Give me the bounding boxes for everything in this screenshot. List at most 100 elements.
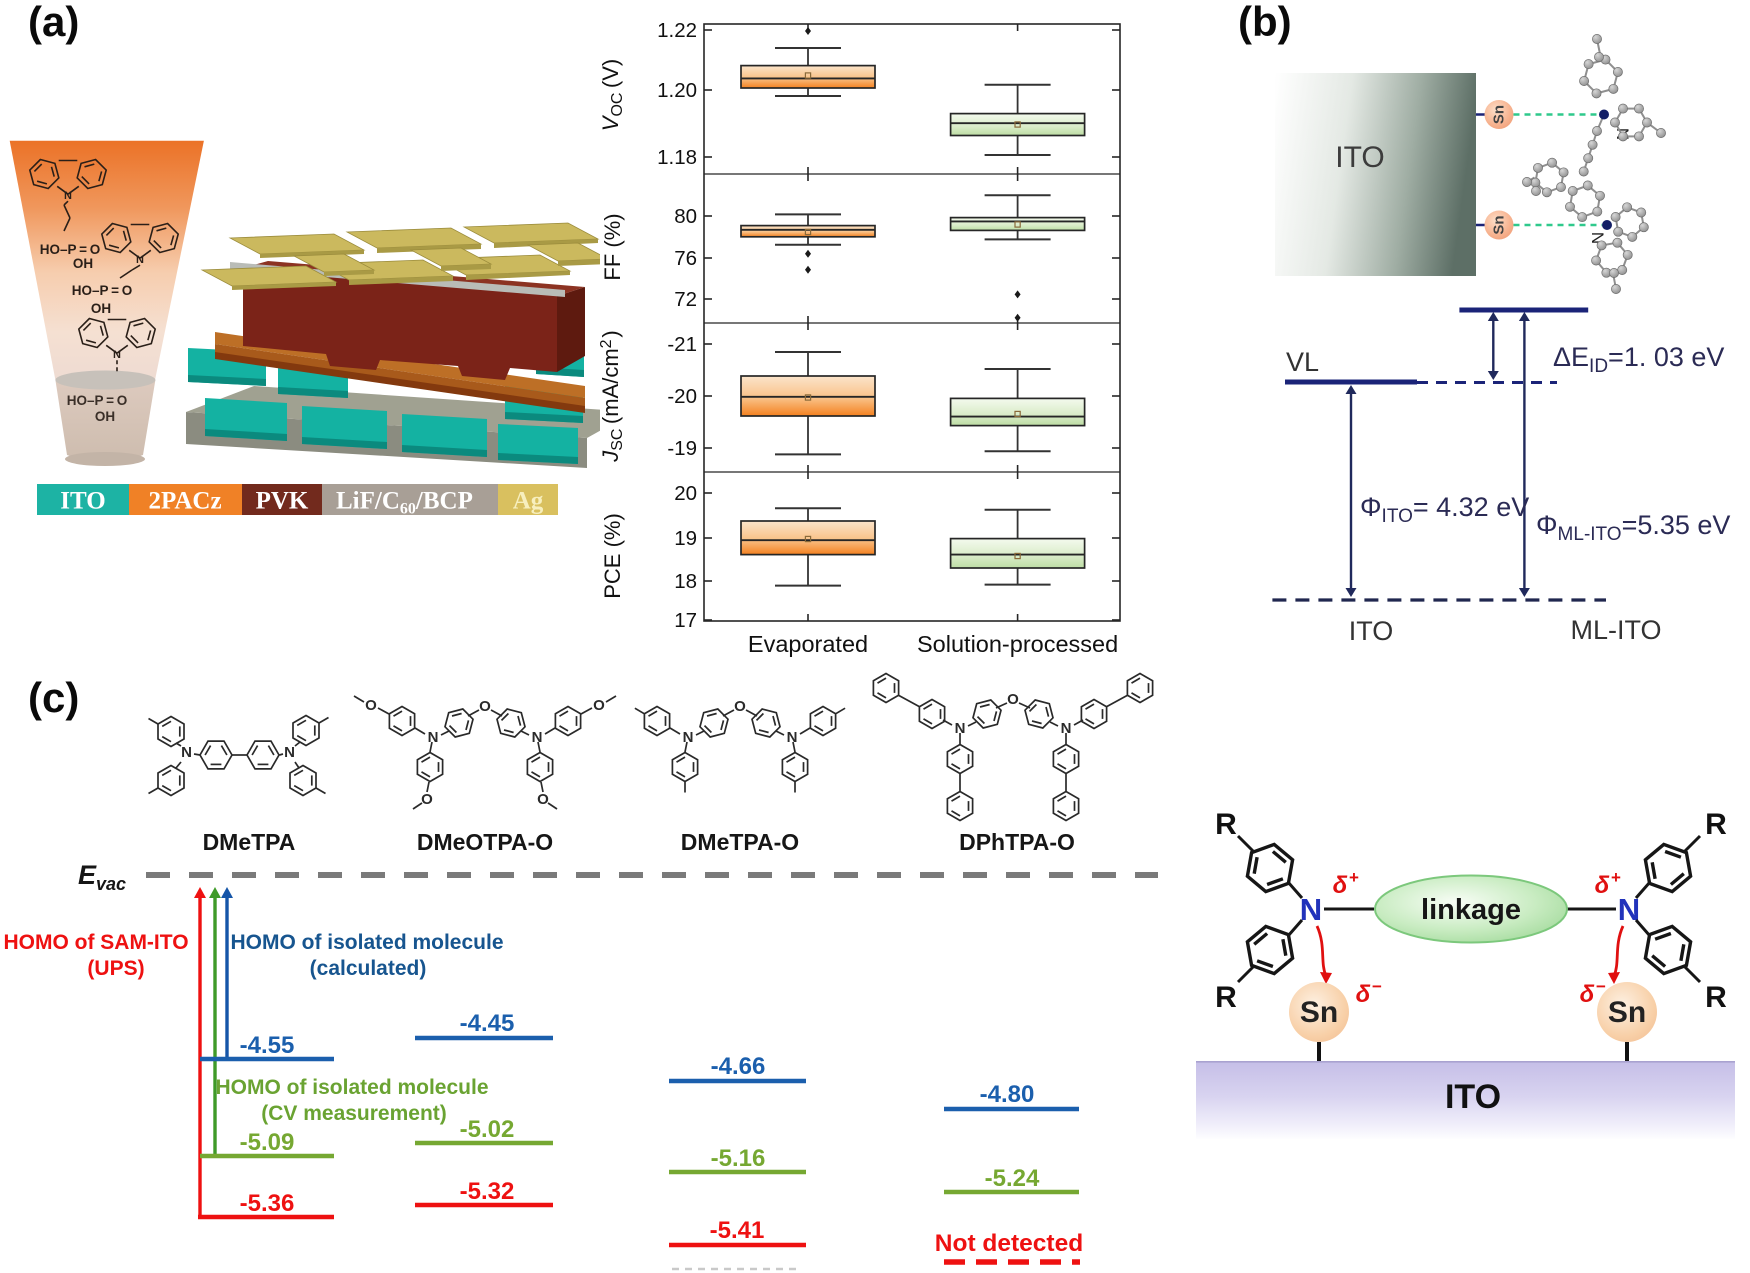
svg-text:(c): (c): [28, 674, 79, 721]
svg-text:-4.80: -4.80: [980, 1081, 1035, 1108]
svg-text:linkage: linkage: [1421, 894, 1521, 926]
svg-text:-5.41: -5.41: [710, 1217, 765, 1244]
svg-text:1.20: 1.20: [657, 79, 697, 102]
svg-text:-5.32: -5.32: [460, 1178, 515, 1205]
svg-text:N: N: [136, 254, 144, 266]
svg-text:Sn: Sn: [1491, 215, 1508, 234]
svg-text:N: N: [787, 729, 798, 746]
svg-text:+: +: [1611, 868, 1621, 887]
svg-text:R: R: [1705, 981, 1727, 1014]
svg-text:N: N: [1618, 892, 1640, 927]
svg-text:N: N: [284, 744, 295, 761]
svg-text:O: O: [1007, 691, 1019, 708]
svg-text:δ: δ: [1595, 872, 1610, 899]
svg-text:N: N: [1061, 720, 1072, 737]
svg-text:HO–P = O: HO–P = O: [72, 283, 133, 298]
svg-text:R: R: [1215, 981, 1237, 1014]
svg-text:δ: δ: [1356, 981, 1371, 1008]
svg-text:N: N: [181, 744, 192, 761]
svg-text:Sn: Sn: [1608, 996, 1646, 1029]
svg-text:1.22: 1.22: [657, 19, 697, 42]
svg-text:-5.02: -5.02: [460, 1116, 515, 1143]
svg-text:O: O: [365, 697, 377, 714]
svg-text:ITO: ITO: [60, 488, 105, 515]
svg-text:17: 17: [674, 609, 697, 632]
svg-text:JSC (mA/cm2 ): JSC (mA/cm2 ): [600, 330, 626, 462]
svg-text:80: 80: [674, 205, 697, 228]
svg-text:19: 19: [674, 527, 697, 550]
svg-text:20: 20: [674, 482, 697, 505]
svg-text:(calculated): (calculated): [310, 957, 427, 980]
svg-text:-4.45: -4.45: [460, 1010, 515, 1037]
svg-text:HOMO of SAM-ITO: HOMO of SAM-ITO: [3, 931, 188, 954]
svg-text:DMeTPA-O: DMeTPA-O: [681, 829, 799, 855]
svg-text:HO–P = O: HO–P = O: [40, 242, 101, 257]
svg-text:(b): (b): [1238, 0, 1292, 45]
svg-text:−: −: [1372, 977, 1382, 996]
svg-text:O: O: [479, 698, 491, 715]
svg-text:Sn: Sn: [1300, 996, 1338, 1029]
svg-text:N: N: [532, 729, 543, 746]
svg-text:-20: -20: [667, 385, 697, 408]
svg-text:R: R: [1705, 808, 1727, 841]
svg-text:N: N: [428, 729, 439, 746]
svg-text:1.18: 1.18: [657, 146, 697, 169]
svg-text:(UPS): (UPS): [87, 957, 144, 980]
svg-text:DMeOTPA-O: DMeOTPA-O: [417, 829, 553, 855]
svg-text:HOMO of isolated molecule: HOMO of isolated molecule: [215, 1076, 488, 1099]
svg-text:LiF/C60/BCP: LiF/C60/BCP: [336, 488, 473, 518]
svg-text:Not detected: Not detected: [935, 1230, 1083, 1257]
svg-text:ΔEID=1. 03 eV: ΔEID=1. 03 eV: [1553, 342, 1724, 377]
svg-text:Ag: Ag: [513, 488, 544, 515]
svg-text:VL: VL: [1286, 347, 1319, 377]
svg-text:ΦML-ITO=5.35 eV: ΦML-ITO=5.35 eV: [1536, 510, 1730, 545]
svg-text:-4.55: -4.55: [240, 1032, 295, 1059]
svg-text:ΦITO= 4.32 eV: ΦITO= 4.32 eV: [1360, 492, 1529, 527]
svg-text:N: N: [683, 729, 694, 746]
svg-text:ITO: ITO: [1335, 141, 1384, 174]
svg-text:O: O: [593, 697, 605, 714]
svg-text:-4.66: -4.66: [711, 1053, 766, 1080]
svg-text:PVK: PVK: [256, 488, 309, 515]
svg-text:Evaporated: Evaporated: [748, 631, 868, 657]
svg-text:+: +: [1349, 868, 1359, 887]
svg-text:DPhTPA-O: DPhTPA-O: [959, 829, 1075, 855]
svg-text:N: N: [1300, 892, 1322, 927]
svg-text:DMeTPA: DMeTPA: [203, 829, 296, 855]
svg-text:Evac: Evac: [78, 860, 126, 894]
svg-text:-5.16: -5.16: [711, 1145, 766, 1172]
svg-text:R: R: [1215, 808, 1237, 841]
svg-text:ML-ITO: ML-ITO: [1570, 615, 1661, 645]
svg-text:FF (%): FF (%): [600, 213, 625, 280]
svg-text:HOMO of isolated molecule: HOMO of isolated molecule: [230, 931, 503, 954]
svg-text:-5.09: -5.09: [240, 1129, 295, 1156]
svg-text:ITO: ITO: [1445, 1078, 1501, 1116]
svg-text:PCE (%): PCE (%): [600, 513, 625, 599]
svg-text:Sn: Sn: [1491, 105, 1508, 124]
svg-text:(CV measurement): (CV measurement): [261, 1102, 447, 1125]
svg-text:-19: -19: [667, 437, 697, 460]
svg-text:−: −: [1596, 977, 1606, 996]
svg-text:-21: -21: [667, 333, 697, 356]
svg-text:2PACz: 2PACz: [148, 488, 221, 515]
svg-text:OH: OH: [91, 301, 111, 316]
svg-text:(a): (a): [28, 0, 79, 45]
svg-text:OH: OH: [73, 256, 93, 271]
svg-text:VOC (V): VOC (V): [600, 59, 626, 131]
svg-text:O: O: [537, 791, 549, 808]
svg-text:δ: δ: [1333, 872, 1348, 899]
svg-text:-5.36: -5.36: [240, 1190, 295, 1217]
svg-text:δ: δ: [1580, 981, 1595, 1008]
svg-text:OH: OH: [95, 409, 115, 424]
svg-text:N: N: [113, 349, 121, 361]
svg-text:-5.24: -5.24: [985, 1165, 1040, 1192]
svg-text:76: 76: [674, 247, 697, 270]
svg-text:18: 18: [674, 570, 697, 593]
svg-text:HO–P = O: HO–P = O: [67, 393, 128, 408]
svg-text:Solution-processed: Solution-processed: [917, 631, 1118, 657]
svg-text:72: 72: [674, 288, 697, 311]
svg-text:N: N: [64, 190, 72, 202]
svg-text:N: N: [955, 720, 966, 737]
svg-text:ITO: ITO: [1349, 616, 1394, 646]
svg-text:O: O: [421, 791, 433, 808]
